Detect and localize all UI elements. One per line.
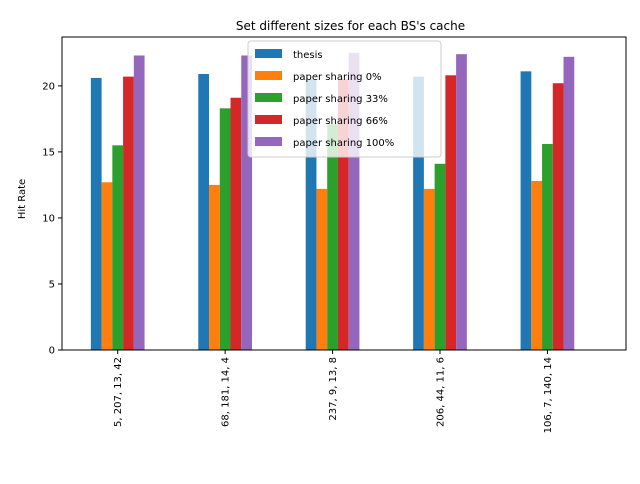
legend-swatch-5 [255, 137, 282, 146]
chart-title: Set different sizes for each BS's cache [236, 19, 465, 33]
bar-4-5 [552, 83, 564, 350]
bar-2-1 [101, 182, 113, 350]
bar-5-3 [348, 52, 360, 350]
bar-3-3 [327, 124, 338, 350]
bar-4-2 [230, 97, 242, 350]
bar-1-1 [90, 77, 102, 350]
bar-1-2 [198, 73, 210, 350]
legend-swatch-1 [255, 49, 282, 58]
bar-1-5 [520, 71, 532, 350]
y-tick-label: 0 [49, 346, 55, 357]
x-tick-label: 206, 44, 11, 6 [436, 357, 447, 427]
x-tick-label: 106, 7, 140, 14 [543, 357, 554, 433]
bar-4-1 [123, 76, 134, 351]
legend-label-2: paper sharing 0% [293, 72, 382, 83]
bar-1-4 [413, 76, 424, 351]
y-tick-label: 20 [42, 81, 55, 92]
legend-swatch-3 [255, 93, 282, 102]
bar-3-5 [542, 143, 553, 350]
legend-label-3: paper sharing 33% [293, 94, 388, 105]
x-tick-label: 5, 207, 13, 42 [113, 357, 124, 427]
y-tick-label: 5 [49, 279, 55, 290]
legend-box [247, 40, 442, 158]
bar-4-3 [337, 79, 349, 350]
bar-5-4 [456, 54, 467, 351]
bars-group [90, 52, 575, 351]
x-tick-label: 68, 181, 14, 4 [221, 357, 232, 427]
y-tick-label: 10 [42, 213, 55, 224]
bar-2-5 [531, 180, 543, 350]
axes-group: 0 5 10 15 20 5, 207, 13, 42 68, 181, 14, 4 237,… [42, 36, 627, 433]
y-axis-label: Hit Rate [17, 179, 28, 219]
bar-3-4 [434, 163, 446, 350]
y-tick-label: 15 [42, 147, 55, 158]
legend: thesis paper sharing 0% paper sharing 33% p… [247, 40, 442, 158]
legend-label-1: thesis [293, 50, 323, 61]
x-tick-label: 237, 9, 13, 8 [328, 357, 339, 421]
bar-2-2 [209, 184, 220, 350]
legend-label-5: paper sharing 100% [293, 138, 394, 149]
legend-swatch-2 [255, 71, 282, 80]
bar-5-1 [133, 55, 145, 351]
legend-swatch-4 [255, 115, 282, 124]
bar-4-4 [445, 75, 457, 351]
legend-label-4: paper sharing 66% [293, 116, 388, 127]
bar-2-4 [423, 188, 435, 350]
bar-2-3 [316, 188, 328, 350]
bar-3-2 [219, 108, 231, 350]
bar-3-1 [112, 145, 124, 350]
bar-5-2 [241, 55, 252, 351]
plot-frame [61, 36, 627, 351]
bar-5-5 [563, 56, 575, 351]
bar-1-3 [305, 79, 317, 350]
